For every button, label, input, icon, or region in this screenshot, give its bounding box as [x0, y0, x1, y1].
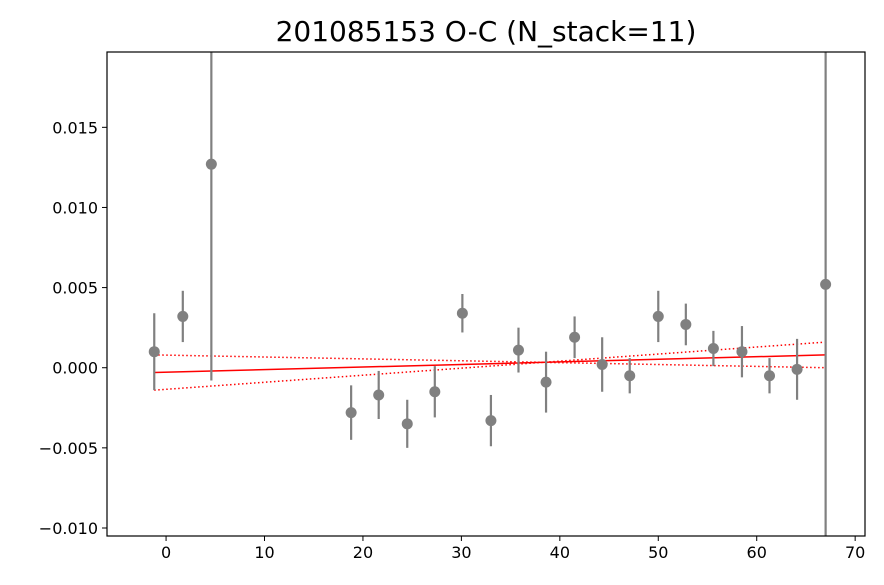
data-point — [596, 359, 608, 371]
x-tick-label: 70 — [845, 543, 865, 562]
axes-frame — [106, 51, 866, 537]
y-tick-label: 0.010 — [52, 198, 98, 217]
data-point — [736, 346, 748, 358]
data-point — [373, 389, 385, 401]
data-point — [485, 415, 497, 427]
x-tick-label: 40 — [550, 543, 570, 562]
plot-area — [148, 52, 832, 536]
data-markers — [148, 158, 832, 430]
y-tick-label: 0.000 — [52, 359, 98, 378]
data-point — [512, 344, 524, 356]
x-tick-label: 50 — [648, 543, 668, 562]
y-tick-label: 0.005 — [52, 279, 98, 298]
confidence-band-line — [154, 341, 826, 391]
y-tick-label: −0.005 — [39, 439, 98, 458]
x-tick-label: 20 — [353, 543, 373, 562]
data-point — [205, 158, 217, 170]
data-point — [680, 318, 692, 330]
data-point — [148, 346, 160, 358]
data-point — [401, 418, 413, 430]
data-point — [345, 407, 357, 419]
data-point — [569, 331, 581, 343]
chart-title: 201085153 O-C (N_stack=11) — [276, 15, 697, 48]
x-tick-label: 30 — [451, 543, 471, 562]
x-tick-label: 0 — [161, 543, 171, 562]
x-tick-label: 10 — [254, 543, 274, 562]
data-point — [791, 363, 803, 375]
fit-lines — [154, 341, 826, 391]
data-point — [540, 376, 552, 388]
data-point — [429, 386, 441, 398]
data-point — [820, 278, 832, 290]
axis-ticks: 0 10 20 30 40 50 60 70 −0.010 −0.005 0.000 0.005 0.0… — [39, 118, 866, 562]
data-point — [707, 342, 719, 354]
y-tick-label: 0.015 — [52, 118, 98, 137]
data-point — [177, 310, 189, 322]
error-bars — [153, 52, 827, 536]
data-point — [456, 307, 468, 319]
data-point — [624, 370, 636, 382]
data-point — [652, 310, 664, 322]
y-tick-label: −0.010 — [39, 519, 98, 538]
data-point — [764, 370, 776, 382]
x-tick-label: 60 — [747, 543, 767, 562]
